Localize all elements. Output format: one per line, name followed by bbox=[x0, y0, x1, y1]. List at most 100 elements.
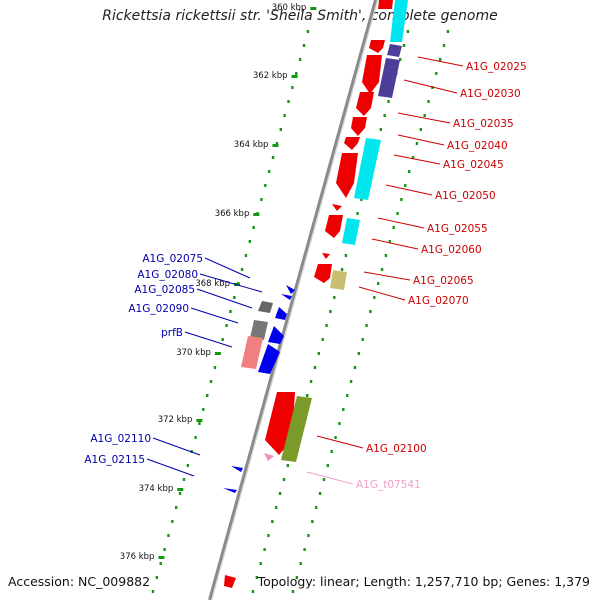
track-dot bbox=[264, 184, 267, 187]
gene-label-forward[interactable]: A1G_02040 bbox=[447, 140, 508, 152]
gene-a1g-t07541[interactable] bbox=[264, 453, 274, 461]
track-dot bbox=[291, 590, 295, 593]
gene-bottom-red[interactable] bbox=[224, 575, 236, 588]
gene-prfb-blue[interactable] bbox=[268, 326, 284, 344]
track-dot bbox=[380, 268, 384, 271]
gene-label-forward[interactable]: A1G_02070 bbox=[408, 295, 469, 307]
tick-dash bbox=[214, 352, 221, 355]
gene-label-forward[interactable]: A1G_02035 bbox=[453, 118, 514, 130]
gene-a1g-02085[interactable] bbox=[258, 301, 273, 313]
track-dot bbox=[344, 254, 348, 257]
gene-prfb[interactable] bbox=[241, 336, 263, 369]
gene-a1g-02025[interactable] bbox=[362, 55, 382, 94]
gene-cyan-1[interactable] bbox=[390, 0, 408, 42]
track-dot bbox=[303, 548, 306, 551]
track-dot bbox=[373, 296, 376, 299]
track-dot bbox=[267, 534, 270, 537]
kbp-ticks: 360 kbp 362 kbp 364 kbp 366 kbp 368 kbp 370 k… bbox=[120, 3, 317, 562]
track-dot bbox=[279, 128, 282, 131]
gene-label-forward[interactable]: A1G_02065 bbox=[413, 275, 474, 287]
track-dot bbox=[225, 324, 228, 327]
track-dot bbox=[282, 478, 286, 481]
track-dot bbox=[229, 310, 232, 313]
gene-arrow[interactable] bbox=[369, 40, 385, 53]
gene-label-forward[interactable]: A1G_02055 bbox=[427, 223, 488, 235]
genome-summary-text: Topology: linear; Length: 1,257,710 bp; … bbox=[257, 574, 590, 589]
gene-a1g-02070[interactable] bbox=[314, 264, 332, 283]
track-dot bbox=[329, 310, 332, 313]
track-dot bbox=[340, 268, 344, 271]
gene-label-reverse[interactable]: A1G_02075 bbox=[142, 253, 203, 265]
track-dot bbox=[338, 422, 341, 425]
leader-line bbox=[146, 458, 195, 477]
track-dot bbox=[419, 128, 422, 131]
gene-cyan-2[interactable] bbox=[354, 138, 381, 200]
gene-label-reverse[interactable]: A1G_02110 bbox=[90, 433, 151, 445]
track-dot bbox=[322, 478, 326, 481]
gene-label-forward[interactable]: A1G_02060 bbox=[421, 244, 482, 256]
leader-line bbox=[397, 134, 445, 146]
gene-label-reverse[interactable]: prfB bbox=[161, 327, 183, 339]
track-dot bbox=[159, 562, 162, 565]
track-dot bbox=[175, 506, 178, 509]
track-dot bbox=[402, 44, 406, 47]
gene-label-forward[interactable]: A1G_02050 bbox=[435, 190, 496, 202]
backbone-line bbox=[208, 0, 378, 600]
gene-label-reverse[interactable]: A1G_02080 bbox=[137, 269, 198, 281]
gene-a1g-02075[interactable] bbox=[286, 285, 295, 294]
track-dot bbox=[431, 86, 434, 89]
track-dot bbox=[244, 254, 248, 257]
gene-label-forward[interactable]: A1G_02100 bbox=[366, 443, 427, 455]
gene-reverse-blue-large[interactable] bbox=[258, 344, 280, 374]
gene-label-forward[interactable]: A1G_02025 bbox=[466, 61, 527, 73]
track-dot bbox=[283, 114, 286, 117]
track-dot bbox=[438, 58, 442, 61]
gene-purple-1[interactable] bbox=[387, 44, 402, 57]
track-dot bbox=[306, 30, 310, 33]
gene-a1g-02060[interactable] bbox=[325, 215, 343, 238]
gene-olive[interactable] bbox=[281, 396, 312, 462]
leader-line bbox=[358, 286, 406, 301]
gene-cyan-3[interactable] bbox=[342, 218, 360, 245]
gene-a1g-02115[interactable] bbox=[223, 488, 237, 493]
track-dot bbox=[267, 170, 271, 173]
gene-a1g-02065-small[interactable] bbox=[322, 253, 330, 259]
track-dot bbox=[388, 240, 391, 243]
track-dot bbox=[248, 240, 251, 243]
gene-a1g-02055-small[interactable] bbox=[332, 204, 342, 211]
gene-a1g-02025-top[interactable] bbox=[378, 0, 393, 9]
gene-a1g-02050[interactable] bbox=[336, 153, 358, 198]
gene-a1g-02030[interactable] bbox=[378, 58, 400, 98]
gene-a1g-02035[interactable] bbox=[356, 92, 374, 116]
gene-label-forward[interactable]: A1G_t07541 bbox=[356, 479, 421, 491]
gene-label-reverse[interactable]: A1G_02090 bbox=[128, 303, 189, 315]
track-dot bbox=[278, 492, 282, 495]
leader-line bbox=[377, 217, 425, 229]
gene-a1g-02090[interactable] bbox=[250, 320, 268, 340]
gene-a1g-02040[interactable] bbox=[351, 117, 367, 136]
gene-label-forward[interactable]: A1G_02045 bbox=[443, 159, 504, 171]
gene-a1g-02110[interactable] bbox=[231, 466, 243, 472]
track-dot bbox=[151, 590, 155, 593]
gene-label-forward[interactable]: A1G_02030 bbox=[460, 88, 521, 100]
track-dot bbox=[182, 478, 186, 481]
gene-a1g-02045[interactable] bbox=[344, 137, 360, 150]
track-dot bbox=[349, 380, 353, 383]
track-dot bbox=[356, 212, 359, 215]
track-dot bbox=[213, 366, 217, 369]
track-dot bbox=[186, 464, 190, 467]
track-dot bbox=[398, 58, 402, 61]
tick-dash bbox=[177, 488, 184, 491]
track-dot bbox=[167, 534, 170, 537]
gene-a1g-02090-blue[interactable] bbox=[275, 307, 287, 320]
gene-labels: A1G_02025 A1G_02030 A1G_02035 A1G_02040 A1G_… bbox=[84, 61, 526, 491]
track-dot bbox=[318, 492, 322, 495]
leader-line bbox=[184, 331, 233, 348]
gene-label-reverse[interactable]: A1G_02115 bbox=[84, 454, 145, 466]
gene-a1g-02080[interactable] bbox=[281, 294, 292, 300]
backbone-highlight bbox=[211, 0, 378, 600]
gene-label-reverse[interactable]: A1G_02085 bbox=[134, 284, 195, 296]
track-dot bbox=[317, 352, 321, 355]
gene-khaki[interactable] bbox=[330, 270, 347, 290]
